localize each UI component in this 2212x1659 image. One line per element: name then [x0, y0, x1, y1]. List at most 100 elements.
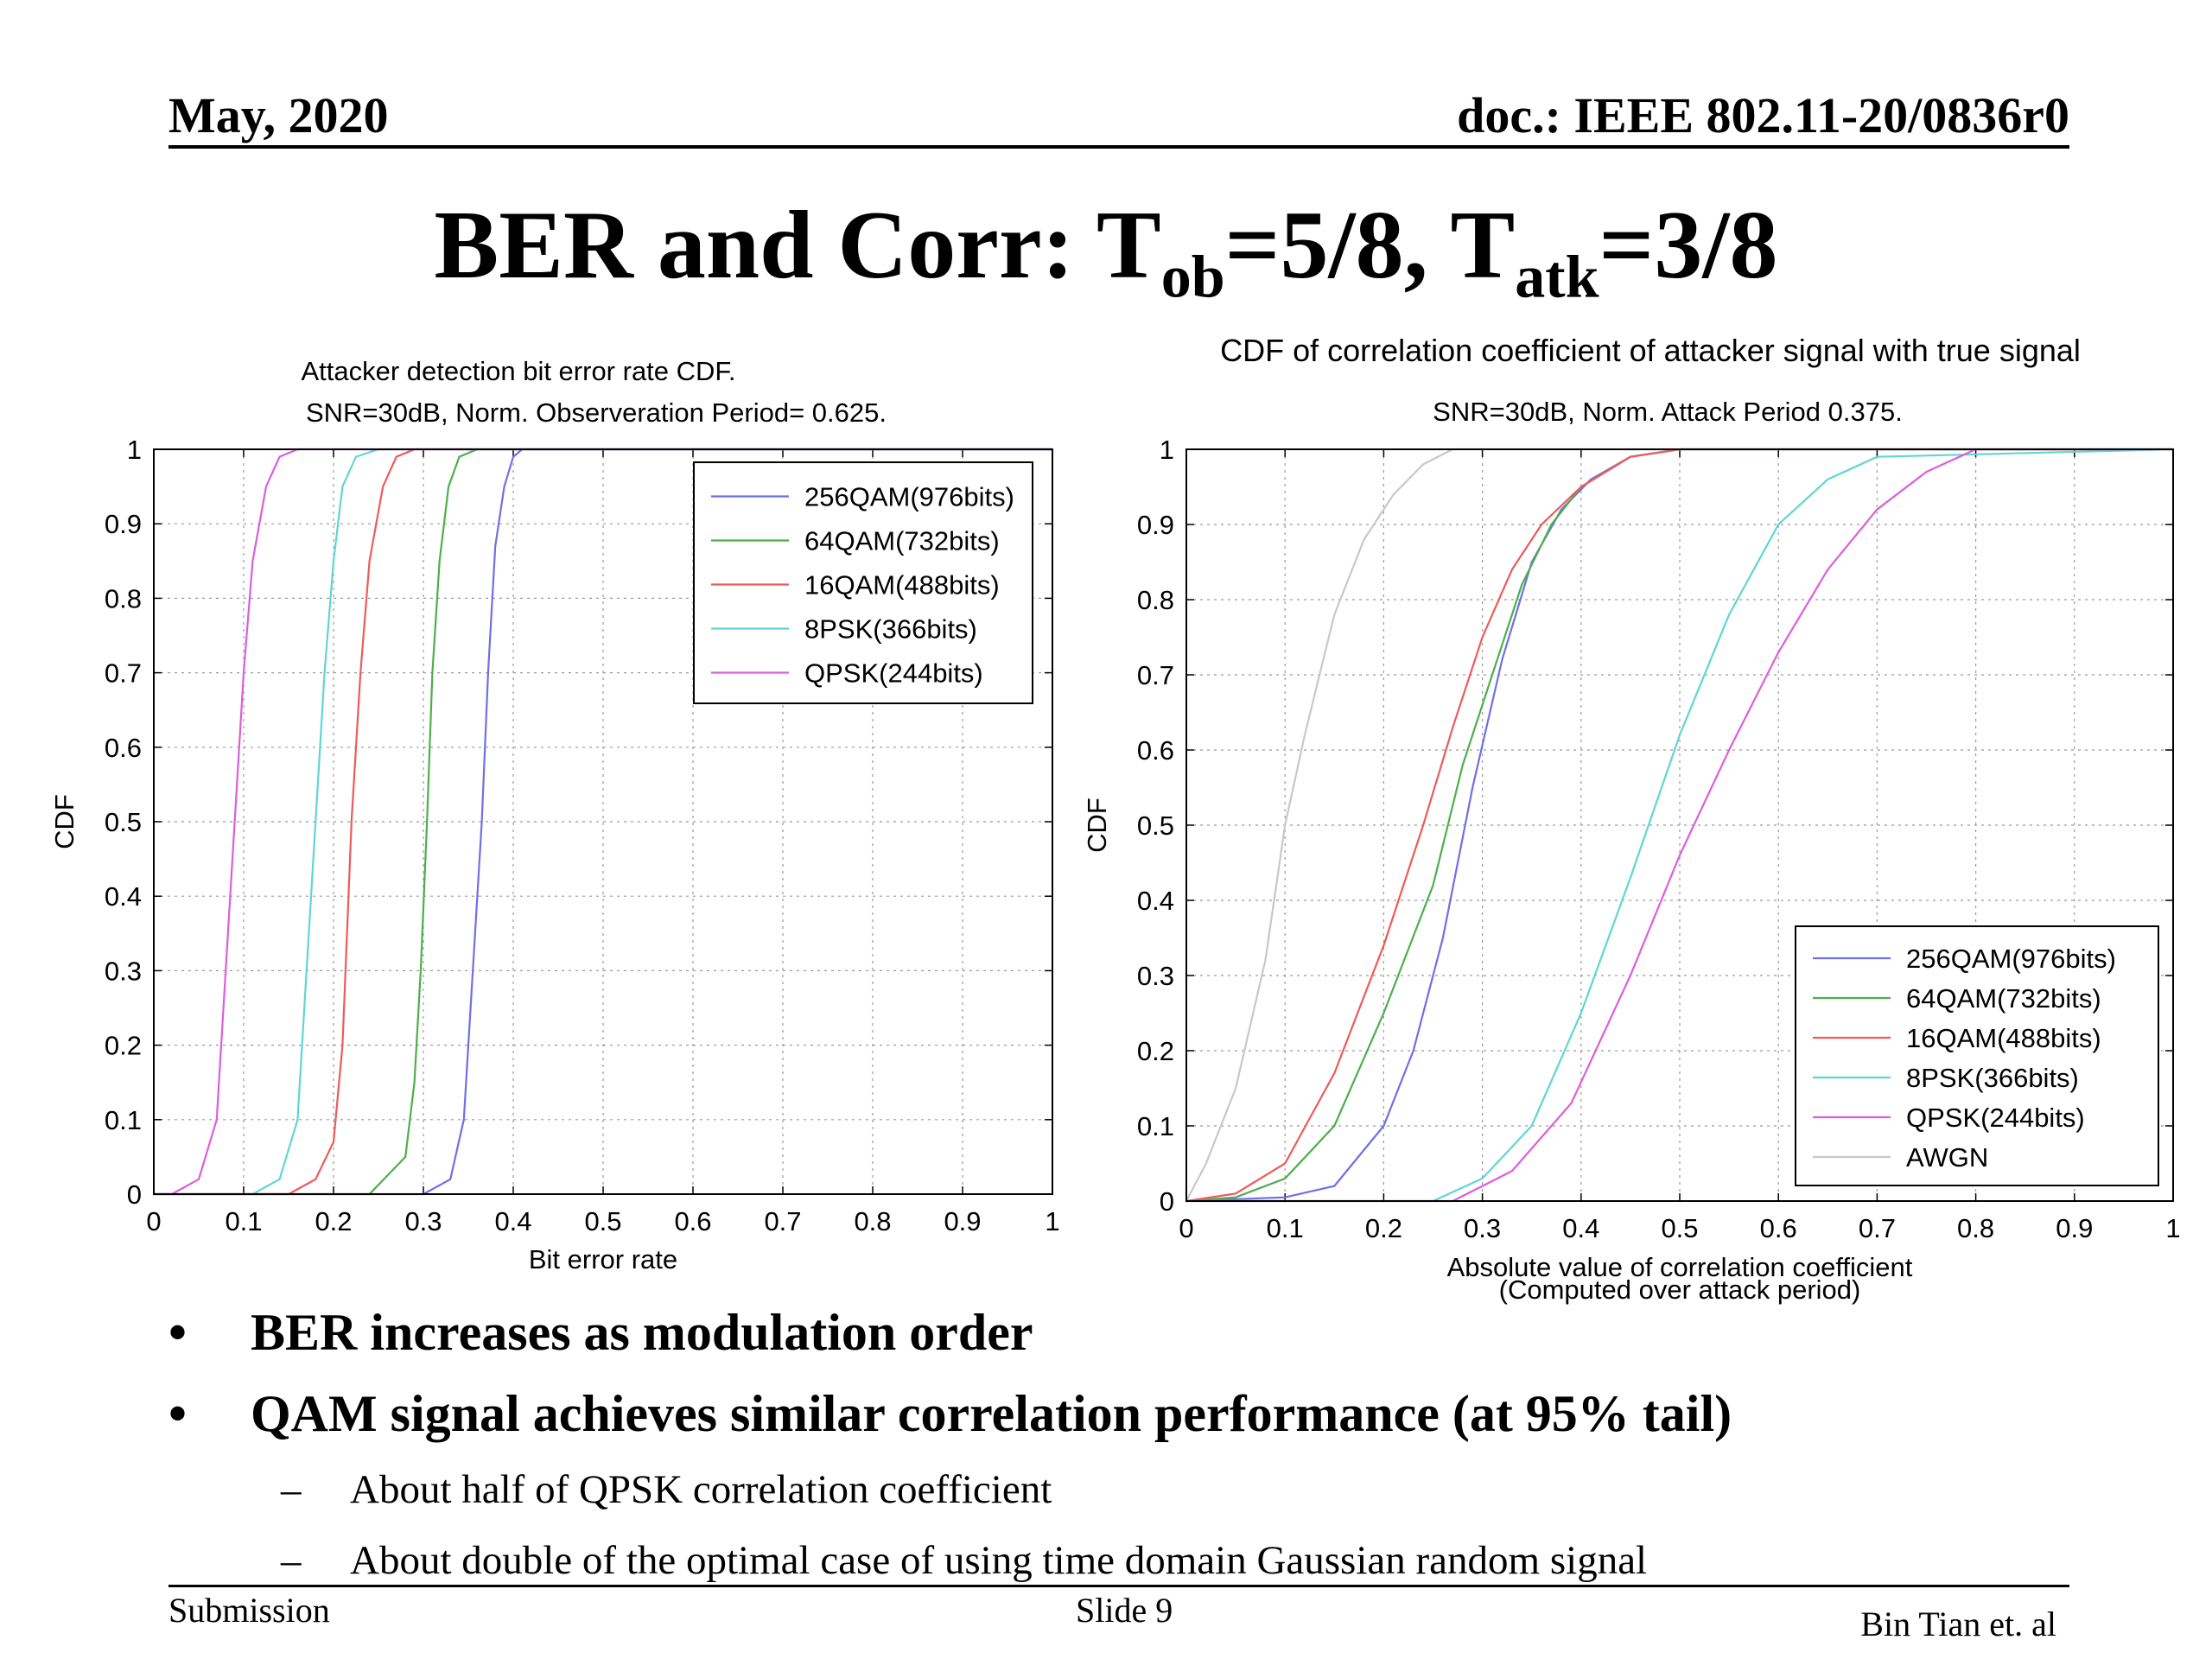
- y-tick-label: 0.3: [105, 956, 142, 986]
- chart-2: [1185, 448, 2174, 1203]
- x-tick-label: 0.6: [1760, 1213, 1797, 1243]
- title-end: =3/8: [1599, 192, 1778, 299]
- title-sub-ob: ob: [1160, 244, 1225, 311]
- chart-subtitle: SNR=30dB, Norm. Attack Period 0.375.: [1433, 397, 1903, 427]
- y-tick-label: 0.8: [1137, 585, 1174, 615]
- bullet-item: • BER increases as modulation order: [168, 1292, 2156, 1373]
- x-tick-label: 0.8: [854, 1206, 891, 1236]
- x-tick-label: 0.4: [494, 1206, 531, 1236]
- legend-label: QPSK(244bits): [804, 658, 983, 689]
- y-tick-label: 0.8: [105, 583, 142, 613]
- legend-label: 256QAM(976bits): [1906, 944, 2116, 974]
- legend-label: 256QAM(976bits): [804, 482, 1014, 512]
- y-tick-label: 0: [127, 1179, 142, 1210]
- x-tick-label: 0: [1179, 1213, 1193, 1243]
- x-tick-label: 0.5: [1661, 1213, 1698, 1243]
- series-line-3: [154, 448, 1052, 1196]
- y-tick-label: 0.4: [105, 881, 142, 912]
- legend-label: 8PSK(366bits): [804, 614, 977, 645]
- y-tick-label: 0.1: [1137, 1111, 1174, 1141]
- legend-label: 64QAM(732bits): [804, 526, 1000, 556]
- x-tick-label: 0: [146, 1206, 161, 1236]
- title-sub-atk: atk: [1515, 244, 1599, 311]
- legend-box: [693, 461, 1033, 704]
- x-tick-label: 0.9: [2056, 1213, 2093, 1243]
- bullet-text: BER increases as modulation order: [251, 1304, 1033, 1361]
- y-tick-label: 0.3: [1137, 961, 1174, 991]
- y-tick-label: 0.5: [1137, 810, 1174, 841]
- title-mid: =5/8, T: [1224, 192, 1516, 299]
- legend-label: 16QAM(488bits): [1906, 1023, 2101, 1053]
- footer-author: Bin Tian et. al: [1860, 1605, 2056, 1643]
- sub-bullet-text: About double of the optimal case of usin…: [350, 1538, 1648, 1583]
- y-tick-label: 0.9: [105, 509, 142, 539]
- bullet-marker: •: [168, 1304, 188, 1361]
- x-tick-label: 0.4: [1562, 1213, 1599, 1243]
- title-main: BER and Corr: T: [434, 192, 1161, 299]
- legend-label: 64QAM(732bits): [1906, 983, 2101, 1014]
- plot-frame: [153, 448, 1053, 1195]
- y-tick-label: 0.5: [105, 807, 142, 837]
- bullet-list: • BER increases as modulation order • QAM …: [168, 1292, 2156, 1596]
- x-tick-label: 0.3: [404, 1206, 442, 1236]
- y-tick-label: 0.4: [1137, 886, 1174, 916]
- series-line-4: [154, 448, 1052, 1196]
- chart-1: [153, 448, 1053, 1196]
- x-tick-label: 0.7: [1859, 1213, 1896, 1243]
- series-line-4: [1186, 448, 2174, 1203]
- y-tick-label: 0.6: [1137, 735, 1174, 766]
- legend-label: 16QAM(488bits): [804, 570, 1000, 601]
- legend-label: AWGN: [1906, 1142, 1988, 1173]
- chart-title: CDF of correlation coefficient of attack…: [1220, 333, 2081, 368]
- series-line-3: [1185, 448, 2173, 1203]
- y-tick-label: 0.7: [105, 658, 142, 689]
- y-axis-label: CDF: [49, 794, 79, 849]
- x-tick-label: 0.9: [944, 1206, 981, 1236]
- header-date: May, 2020: [168, 87, 389, 143]
- x-tick-label: 0.3: [1464, 1213, 1501, 1243]
- y-tick-label: 1: [127, 435, 142, 465]
- y-tick-label: 0.9: [1137, 510, 1174, 540]
- series-line-1: [154, 448, 1052, 1196]
- sub-bullet-text: About half of QPSK correlation coefficie…: [350, 1467, 1052, 1512]
- y-tick-label: 0.2: [105, 1031, 142, 1061]
- x-tick-label: 0.1: [225, 1206, 262, 1236]
- footer-slide-number: Slide 9: [1076, 1591, 1173, 1630]
- bullet-item: • QAM signal achieves similar correlation…: [168, 1373, 2156, 1454]
- sub-bullet-item: – About half of QPSK correlation coeffici…: [168, 1454, 2156, 1525]
- bullet-text: QAM signal achieves similar correlation …: [251, 1385, 1732, 1442]
- x-tick-label: 0.2: [315, 1206, 352, 1236]
- header-rule: [168, 145, 2069, 149]
- y-tick-label: 0: [1160, 1186, 1174, 1217]
- y-axis-label: CDF: [1082, 798, 1112, 853]
- legend-label: QPSK(244bits): [1906, 1103, 2085, 1133]
- chart-title: Attacker detection bit error rate CDF.: [301, 356, 735, 386]
- sub-bullet-marker: –: [281, 1538, 302, 1583]
- slide-title: BER and Corr: Tob=5/8, Tatk=3/8: [0, 190, 2212, 308]
- header-doc-id: doc.: IEEE 802.11-20/0836r0: [1457, 87, 2069, 143]
- legend-label: 8PSK(366bits): [1906, 1063, 2079, 1093]
- x-axis-sublabel: (Computed over attack period): [1499, 1274, 1861, 1305]
- y-tick-label: 0.1: [105, 1105, 142, 1135]
- x-tick-label: 0.8: [1957, 1213, 1994, 1243]
- y-tick-label: 0.7: [1137, 660, 1174, 690]
- x-tick-label: 0.2: [1365, 1213, 1402, 1243]
- x-tick-label: 0.1: [1267, 1213, 1304, 1243]
- footer-submission: Submission: [168, 1591, 330, 1630]
- chart-subtitle: SNR=30dB, Norm. Observeration Period= 0.…: [306, 397, 887, 428]
- series-line-5: [154, 448, 1052, 1196]
- y-tick-label: 0.6: [105, 733, 142, 763]
- x-axis-label: Absolute value of correlation coefficien…: [1447, 1252, 1913, 1282]
- x-tick-label: 0.5: [584, 1206, 621, 1236]
- x-tick-label: 1: [1045, 1206, 1059, 1236]
- series-line-5: [1186, 448, 2173, 1203]
- plot-frame: [1185, 448, 2174, 1202]
- legend-box: [1795, 925, 2159, 1186]
- series-line-2: [154, 448, 1052, 1196]
- bullet-marker: •: [168, 1385, 188, 1442]
- y-tick-label: 0.2: [1137, 1036, 1174, 1066]
- x-axis-label: Bit error rate: [529, 1244, 677, 1274]
- x-tick-label: 1: [2165, 1213, 2180, 1243]
- footer-rule: [168, 1585, 2069, 1587]
